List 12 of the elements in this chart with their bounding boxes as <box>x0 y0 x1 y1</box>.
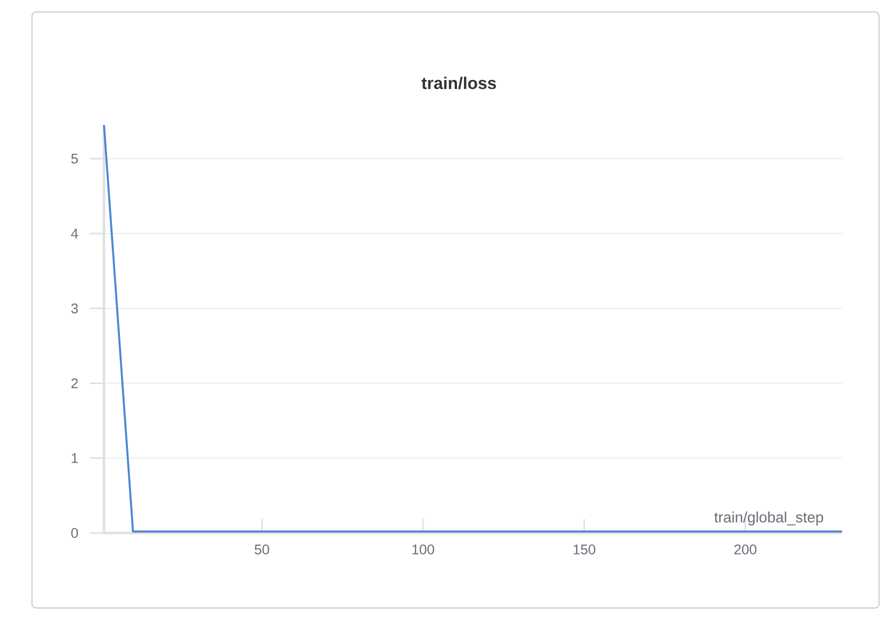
x-tick-label: 200 <box>734 544 756 554</box>
y-tick-label: 5 <box>71 154 78 164</box>
y-tick-label: 4 <box>71 228 78 238</box>
x-axis-title: train/global_step <box>714 512 824 526</box>
y-tick-label: 0 <box>71 528 78 538</box>
y-tick-label: 1 <box>72 453 78 463</box>
x-tick-label: 150 <box>574 544 596 554</box>
y-tick-label: 3 <box>71 303 78 314</box>
y-tick-label: 2 <box>71 378 78 388</box>
chart-title: train/loss <box>422 76 496 90</box>
x-tick-label: 50 <box>254 544 270 554</box>
x-tick-label: 100 <box>412 544 434 554</box>
